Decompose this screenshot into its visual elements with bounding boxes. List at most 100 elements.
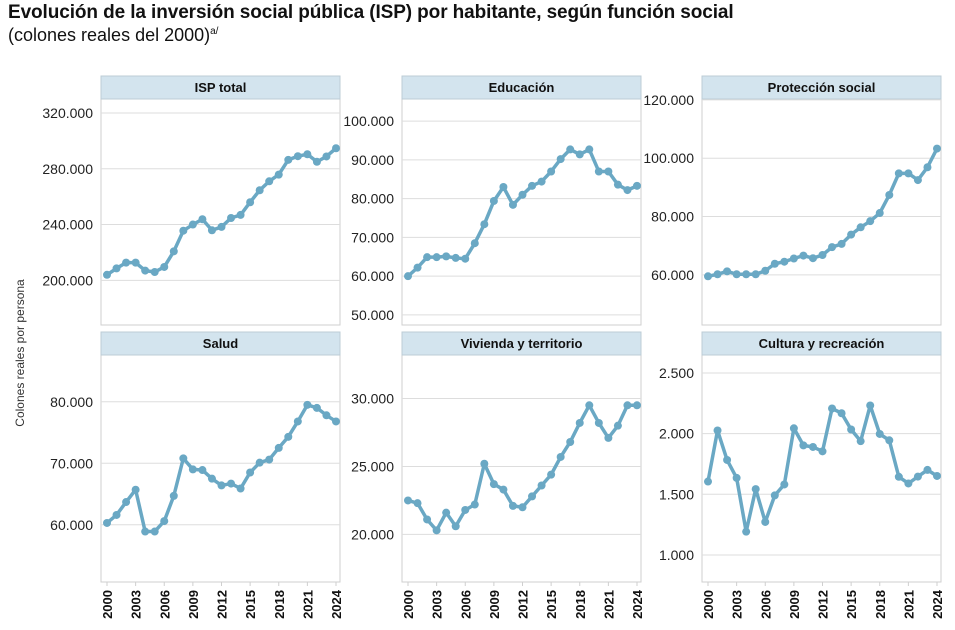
data-point-2015 (547, 470, 556, 479)
data-point-2015 (246, 468, 255, 477)
data-point-2006 (461, 254, 470, 263)
panel-header (100, 331, 341, 356)
data-point-2021 (303, 400, 312, 409)
data-point-2012 (518, 190, 527, 199)
y-tick-label: 200.000 (42, 272, 93, 288)
data-point-2021 (604, 167, 613, 176)
data-point-2002 (423, 515, 432, 524)
data-point-2011 (808, 254, 817, 263)
panel-1: ISP total 200.000 240.000 280.000 320.000 (42, 75, 341, 326)
data-point-2011 (207, 474, 216, 483)
data-point-2021 (303, 150, 312, 159)
y-tick-label: 100.000 (643, 150, 694, 166)
x-tick-label: 2000 (401, 590, 416, 619)
y-tick-label: 20.000 (351, 526, 394, 542)
panel-6: Cultura y recreación 1.000 1.500 2.000 2.500… (659, 331, 945, 619)
data-point-2000 (404, 272, 412, 281)
panel-title: Cultura y recreación (759, 336, 885, 351)
data-point-2008 (480, 220, 489, 229)
x-tick-label: 2018 (272, 590, 287, 619)
data-point-2006 (461, 505, 470, 514)
data-point-2004 (742, 270, 751, 279)
data-point-2015 (246, 198, 255, 207)
data-point-2019 (885, 436, 894, 445)
y-tick-label: 120.000 (643, 92, 694, 108)
x-tick-label: 2003 (730, 590, 745, 619)
x-tick-label: 2012 (516, 590, 531, 619)
data-point-2012 (518, 503, 527, 512)
data-point-2019 (585, 401, 594, 410)
x-tick-label: 2009 (487, 590, 502, 619)
y-tick-label: 240.000 (42, 217, 93, 233)
data-point-2010 (499, 182, 508, 191)
data-point-2022 (613, 421, 622, 430)
data-point-2016 (856, 223, 865, 232)
y-tick-label: 50.000 (351, 307, 394, 323)
x-tick-label: 2006 (758, 590, 773, 619)
data-point-2020 (894, 472, 903, 481)
data-point-2002 (723, 267, 732, 276)
data-point-2012 (818, 251, 827, 260)
data-point-2024 (332, 417, 340, 426)
data-point-2024 (933, 471, 941, 480)
data-point-2005 (150, 527, 159, 536)
data-point-2006 (160, 517, 169, 526)
data-point-2023 (322, 411, 331, 420)
data-point-2017 (566, 145, 575, 154)
y-tick-label: 1.500 (659, 486, 694, 502)
y-tick-label: 30.000 (351, 390, 394, 406)
data-point-2007 (470, 239, 479, 248)
x-tick-label: 2024 (630, 589, 645, 619)
x-tick-label: 2018 (573, 590, 588, 619)
data-point-2018 (274, 443, 283, 452)
data-point-2007 (770, 491, 779, 500)
data-point-2020 (894, 169, 903, 178)
data-point-2015 (847, 425, 856, 434)
data-point-2018 (875, 429, 884, 438)
x-tick-label: 2012 (816, 590, 831, 619)
data-point-2008 (480, 459, 489, 468)
data-point-2011 (207, 226, 216, 235)
panel-title: Vivienda y territorio (461, 336, 583, 351)
data-point-2024 (633, 401, 641, 410)
panel-3: Protección social 60.000 80.000 100.000 120.… (643, 75, 942, 326)
data-point-2003 (732, 473, 741, 482)
data-point-2018 (575, 418, 584, 427)
y-tick-label: 80.000 (50, 394, 93, 410)
data-point-2014 (837, 239, 846, 248)
panel-header (401, 75, 642, 100)
data-point-2024 (332, 144, 340, 153)
data-point-2019 (284, 432, 293, 441)
data-point-2020 (293, 417, 302, 426)
data-point-2013 (828, 404, 837, 413)
data-point-2020 (594, 167, 603, 176)
data-point-2014 (236, 484, 245, 493)
data-point-2019 (284, 155, 293, 164)
subtitle-text: (colones reales del 2000) (8, 25, 211, 45)
y-tick-label: 2.500 (659, 365, 694, 381)
data-point-2006 (761, 517, 770, 526)
data-point-2010 (198, 215, 207, 224)
x-tick-label: 2021 (300, 590, 315, 619)
panel-title: Salud (203, 336, 238, 351)
data-point-2022 (312, 403, 321, 412)
data-point-2009 (789, 254, 798, 263)
data-point-2016 (556, 155, 565, 164)
y-tick-label: 2.000 (659, 426, 694, 442)
data-point-2021 (904, 479, 913, 488)
x-tick-label: 2000 (701, 590, 716, 619)
panel-title: Protección social (768, 80, 876, 95)
data-point-2020 (594, 418, 603, 427)
x-tick-label: 2021 (601, 590, 616, 619)
data-point-2007 (169, 247, 178, 256)
data-point-2008 (179, 226, 188, 235)
panel-title: ISP total (195, 80, 247, 95)
data-point-2006 (761, 266, 770, 275)
panel-frame (701, 331, 942, 583)
data-point-2004 (742, 527, 751, 536)
data-point-2017 (265, 455, 274, 464)
data-point-2011 (508, 200, 517, 209)
data-point-2003 (131, 258, 140, 267)
data-point-2013 (227, 479, 236, 488)
data-point-2023 (923, 465, 932, 474)
